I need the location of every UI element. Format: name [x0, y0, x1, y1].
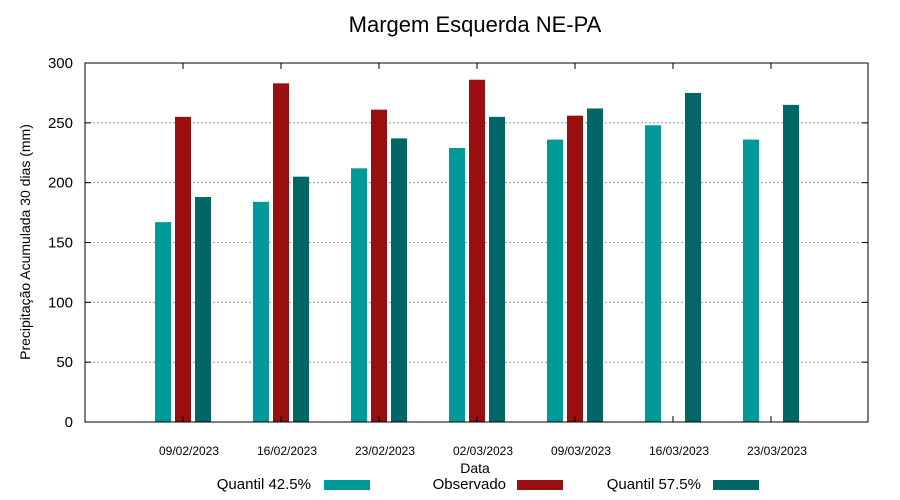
bar [273, 83, 289, 423]
legend-swatch [517, 480, 563, 490]
bars-layer [155, 79, 799, 423]
legend-label: Observado [433, 476, 506, 493]
bar [489, 116, 505, 422]
x-tick-label: 09/03/2023 [551, 444, 611, 458]
legend-swatch [324, 480, 370, 490]
x-tick-label: 16/02/2023 [257, 444, 317, 458]
x-tick-label: 09/02/2023 [159, 444, 219, 458]
bar [351, 168, 367, 422]
y-tick-label: 100 [48, 294, 73, 311]
bar [449, 147, 465, 423]
bar [743, 139, 759, 422]
x-axis-label: Data [460, 460, 490, 476]
y-axis-label: Precipitação Acumulada 30 dias (mm) [17, 124, 33, 360]
bar [685, 92, 701, 423]
bar [253, 201, 269, 422]
bar [371, 109, 387, 423]
y-tick-label: 250 [48, 115, 73, 132]
x-tick-label: 16/03/2023 [649, 444, 709, 458]
legend-label: Quantil 57.5% [607, 476, 701, 493]
bar [547, 139, 563, 422]
bar [567, 115, 583, 423]
y-tick-label: 0 [65, 414, 73, 431]
x-ticks: 09/02/2023 16/02/2023 23/02/2023 02/03/2023… [159, 63, 807, 458]
bar [175, 116, 191, 422]
y-tick-label: 150 [48, 235, 73, 252]
x-tick-label: 23/02/2023 [355, 444, 415, 458]
x-tick-label: 02/03/2023 [453, 444, 513, 458]
bar [293, 176, 309, 422]
bar [391, 138, 407, 422]
grid-layer [85, 122, 868, 363]
y-tick-label: 200 [48, 175, 73, 192]
legend-label: Quantil 42.5% [217, 476, 311, 493]
legend: Quantil 42.5% Observado Quantil 57.5% [217, 476, 759, 493]
bar [645, 125, 661, 422]
x-tick-label: 23/03/2023 [747, 444, 807, 458]
bar [155, 222, 171, 422]
y-ticks: 0 50 100 150 200 250 300 [48, 55, 868, 431]
legend-swatch [713, 480, 759, 490]
bar [195, 197, 211, 422]
y-tick-label: 300 [48, 55, 73, 72]
bar [783, 104, 799, 422]
bar [587, 108, 603, 423]
chart-title: Margem Esquerda NE-PA [349, 12, 602, 37]
bar [469, 79, 485, 423]
y-tick-label: 50 [56, 354, 73, 371]
